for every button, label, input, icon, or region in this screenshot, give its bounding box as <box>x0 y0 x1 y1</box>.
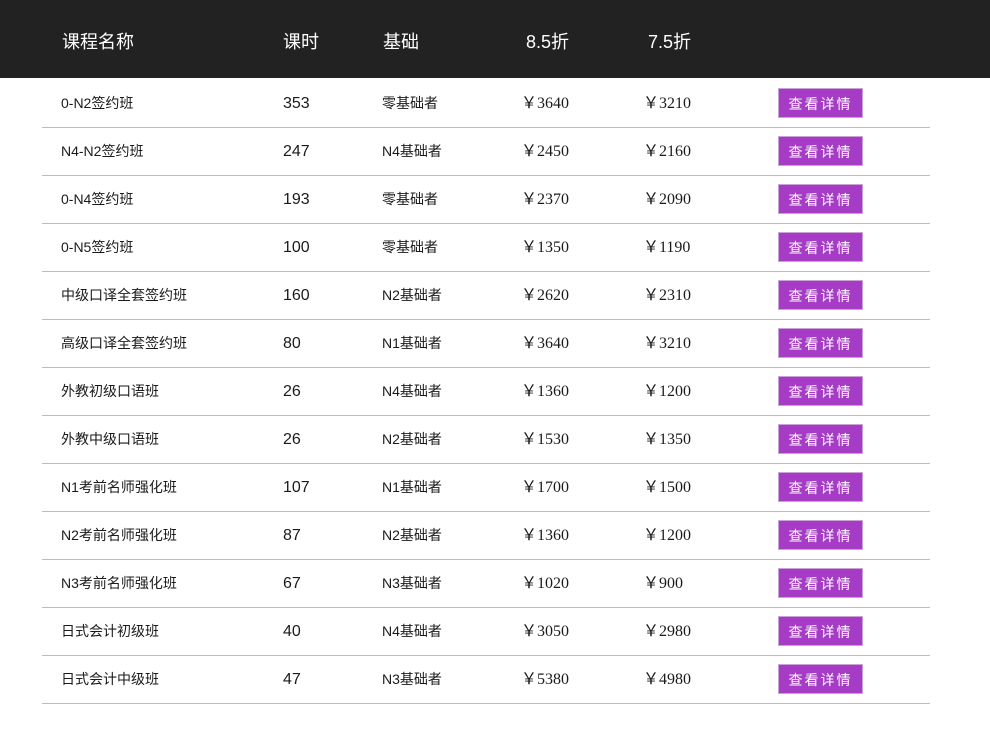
header-base: 基础 <box>383 32 419 52</box>
course-base-cell: 零基础者 <box>382 95 438 111</box>
table-row: 0-N4签约班 193 零基础者 ￥2370 ￥2090 查看详情 <box>42 176 930 224</box>
header-price-75: 7.5折 <box>648 32 692 52</box>
price-85-cell: ￥5380 <box>521 671 570 688</box>
price-75-cell: ￥2980 <box>643 623 692 640</box>
course-hours-cell: 160 <box>283 287 310 304</box>
price-85-cell: ￥2450 <box>521 143 570 160</box>
course-base-cell: N1基础者 <box>382 335 442 351</box>
price-85-cell: ￥1530 <box>521 431 570 448</box>
price-85-cell: ￥3640 <box>521 95 570 112</box>
course-hours-cell: 107 <box>283 479 310 496</box>
price-75-cell: ￥3210 <box>643 95 692 112</box>
price-75-cell: ￥1200 <box>643 383 692 400</box>
course-base-cell: 零基础者 <box>382 191 438 207</box>
course-name-cell: 0-N5签约班 <box>61 239 134 255</box>
course-name-cell: 中级口译全套签约班 <box>61 287 187 303</box>
price-85-cell: ￥1360 <box>521 383 570 400</box>
course-hours-cell: 87 <box>283 527 301 544</box>
table-row: 外教中级口语班 26 N2基础者 ￥1530 ￥1350 查看详情 <box>42 416 930 464</box>
course-hours-cell: 353 <box>283 95 310 112</box>
table-row: 中级口译全套签约班 160 N2基础者 ￥2620 ￥2310 查看详情 <box>42 272 930 320</box>
price-75-cell: ￥1200 <box>643 527 692 544</box>
header-course-name: 课程名称 <box>62 32 134 52</box>
course-name-cell: 高级口译全套签约班 <box>61 335 187 351</box>
course-base-cell: N4基础者 <box>382 383 442 399</box>
course-name-cell: N4-N2签约班 <box>61 143 144 159</box>
view-details-button[interactable]: 查看详情 <box>778 664 863 694</box>
price-85-cell: ￥3640 <box>521 335 570 352</box>
price-75-cell: ￥2160 <box>643 143 692 160</box>
table-row: N1考前名师强化班 107 N1基础者 ￥1700 ￥1500 查看详情 <box>42 464 930 512</box>
course-base-cell: N2基础者 <box>382 287 442 303</box>
price-75-cell: ￥1350 <box>643 431 692 448</box>
course-base-cell: N2基础者 <box>382 431 442 447</box>
table-row: 外教初级口语班 26 N4基础者 ￥1360 ￥1200 查看详情 <box>42 368 930 416</box>
view-details-button[interactable]: 查看详情 <box>778 280 863 310</box>
course-hours-cell: 193 <box>283 191 310 208</box>
table-row: 高级口译全套签约班 80 N1基础者 ￥3640 ￥3210 查看详情 <box>42 320 930 368</box>
course-base-cell: 零基础者 <box>382 239 438 255</box>
table-row: N4-N2签约班 247 N4基础者 ￥2450 ￥2160 查看详情 <box>42 128 930 176</box>
price-85-cell: ￥1020 <box>521 575 570 592</box>
view-details-button[interactable]: 查看详情 <box>778 136 863 166</box>
table-row: 0-N2签约班 353 零基础者 ￥3640 ￥3210 查看详情 <box>42 80 930 128</box>
price-75-cell: ￥2090 <box>643 191 692 208</box>
course-name-cell: 外教中级口语班 <box>61 431 159 447</box>
course-base-cell: N2基础者 <box>382 527 442 543</box>
course-hours-cell: 26 <box>283 383 301 400</box>
table-header: 课程名称 课时 基础 8.5折 7.5折 <box>0 0 990 78</box>
table-row: 日式会计初级班 40 N4基础者 ￥3050 ￥2980 查看详情 <box>42 608 930 656</box>
price-75-cell: ￥1190 <box>643 239 691 256</box>
course-name-cell: N2考前名师强化班 <box>61 527 177 543</box>
course-name-cell: N3考前名师强化班 <box>61 575 177 591</box>
course-name-cell: 日式会计中级班 <box>61 671 159 687</box>
price-75-cell: ￥900 <box>643 575 684 592</box>
course-name-cell: 日式会计初级班 <box>61 623 159 639</box>
price-75-cell: ￥1500 <box>643 479 692 496</box>
view-details-button[interactable]: 查看详情 <box>778 88 863 118</box>
course-hours-cell: 47 <box>283 671 301 688</box>
course-name-cell: 外教初级口语班 <box>61 383 159 399</box>
header-price-85: 8.5折 <box>526 32 570 52</box>
course-base-cell: N3基础者 <box>382 671 442 687</box>
view-details-button[interactable]: 查看详情 <box>778 184 863 214</box>
course-hours-cell: 247 <box>283 143 310 160</box>
table-row: N2考前名师强化班 87 N2基础者 ￥1360 ￥1200 查看详情 <box>42 512 930 560</box>
view-details-button[interactable]: 查看详情 <box>778 232 863 262</box>
course-base-cell: N3基础者 <box>382 575 442 591</box>
view-details-button[interactable]: 查看详情 <box>778 472 863 502</box>
price-85-cell: ￥2620 <box>521 287 570 304</box>
table-row: 0-N5签约班 100 零基础者 ￥1350 ￥1190 查看详情 <box>42 224 930 272</box>
table-row: N3考前名师强化班 67 N3基础者 ￥1020 ￥900 查看详情 <box>42 560 930 608</box>
header-hours: 课时 <box>283 32 319 52</box>
view-details-button[interactable]: 查看详情 <box>778 520 863 550</box>
course-base-cell: N1基础者 <box>382 479 442 495</box>
course-hours-cell: 100 <box>283 239 310 256</box>
view-details-button[interactable]: 查看详情 <box>778 424 863 454</box>
price-85-cell: ￥1700 <box>521 479 570 496</box>
course-hours-cell: 26 <box>283 431 301 448</box>
course-hours-cell: 80 <box>283 335 301 352</box>
price-85-cell: ￥2370 <box>521 191 570 208</box>
price-75-cell: ￥3210 <box>643 335 692 352</box>
view-details-button[interactable]: 查看详情 <box>778 568 863 598</box>
course-hours-cell: 67 <box>283 575 301 592</box>
view-details-button[interactable]: 查看详情 <box>778 328 863 358</box>
price-75-cell: ￥4980 <box>643 671 692 688</box>
table-row: 日式会计中级班 47 N3基础者 ￥5380 ￥4980 查看详情 <box>42 656 930 704</box>
view-details-button[interactable]: 查看详情 <box>778 616 863 646</box>
course-name-cell: N1考前名师强化班 <box>61 479 177 495</box>
course-name-cell: 0-N2签约班 <box>61 95 134 111</box>
course-table-body: 0-N2签约班 353 零基础者 ￥3640 ￥3210 查看详情 N4-N2签约班 247 N… <box>42 80 930 704</box>
price-85-cell: ￥1350 <box>521 239 570 256</box>
course-base-cell: N4基础者 <box>382 623 442 639</box>
price-85-cell: ￥1360 <box>521 527 570 544</box>
price-75-cell: ￥2310 <box>643 287 692 304</box>
price-85-cell: ￥3050 <box>521 623 570 640</box>
course-name-cell: 0-N4签约班 <box>61 191 134 207</box>
view-details-button[interactable]: 查看详情 <box>778 376 863 406</box>
course-base-cell: N4基础者 <box>382 143 442 159</box>
course-hours-cell: 40 <box>283 623 301 640</box>
